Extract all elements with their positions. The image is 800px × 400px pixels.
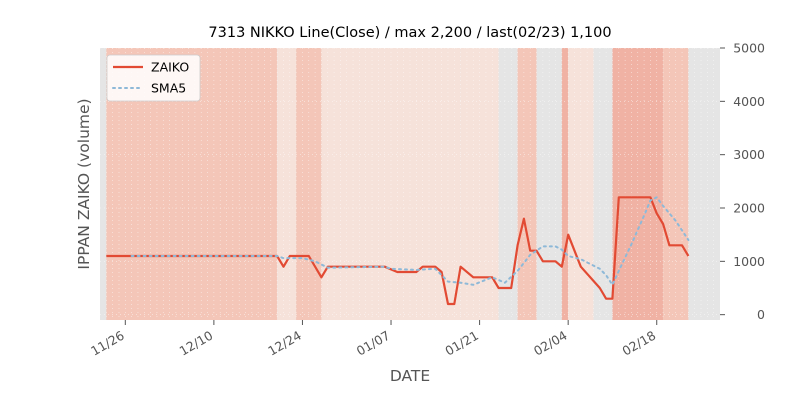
y-tick-label: 4000 <box>733 94 765 109</box>
x-tick-label: 12/10 <box>177 328 216 359</box>
x-tick-label: 01/07 <box>354 328 393 359</box>
chart-title: 7313 NIKKO Line(Close) / max 2,200 / las… <box>208 25 612 41</box>
legend-label-sma5: SMA5 <box>151 81 186 96</box>
background-band <box>561 48 569 320</box>
legend: ZAIKO SMA5 <box>106 54 201 102</box>
x-tick-label: 02/18 <box>620 328 659 359</box>
y-tick-label: 2000 <box>733 201 765 216</box>
x-axis-label: DATE <box>390 367 430 385</box>
x-tick-label: 01/21 <box>442 328 481 359</box>
x-tick-label: 02/04 <box>531 328 570 359</box>
y-tick-label: 3000 <box>733 147 765 162</box>
background-band <box>517 48 537 320</box>
y-tick-label: 0 <box>757 307 765 322</box>
legend-label-zaiko: ZAIKO <box>151 60 189 75</box>
x-tick-label: 11/26 <box>88 328 127 359</box>
y-tick-label: 1000 <box>733 254 765 269</box>
x-tick-label: 12/24 <box>265 328 304 359</box>
background-band <box>277 48 297 320</box>
y-tick-label: 5000 <box>733 41 765 56</box>
series-line-zaiko <box>106 196 690 306</box>
y-axis-label: IPPAN ZAIKO (volume) <box>75 98 93 269</box>
